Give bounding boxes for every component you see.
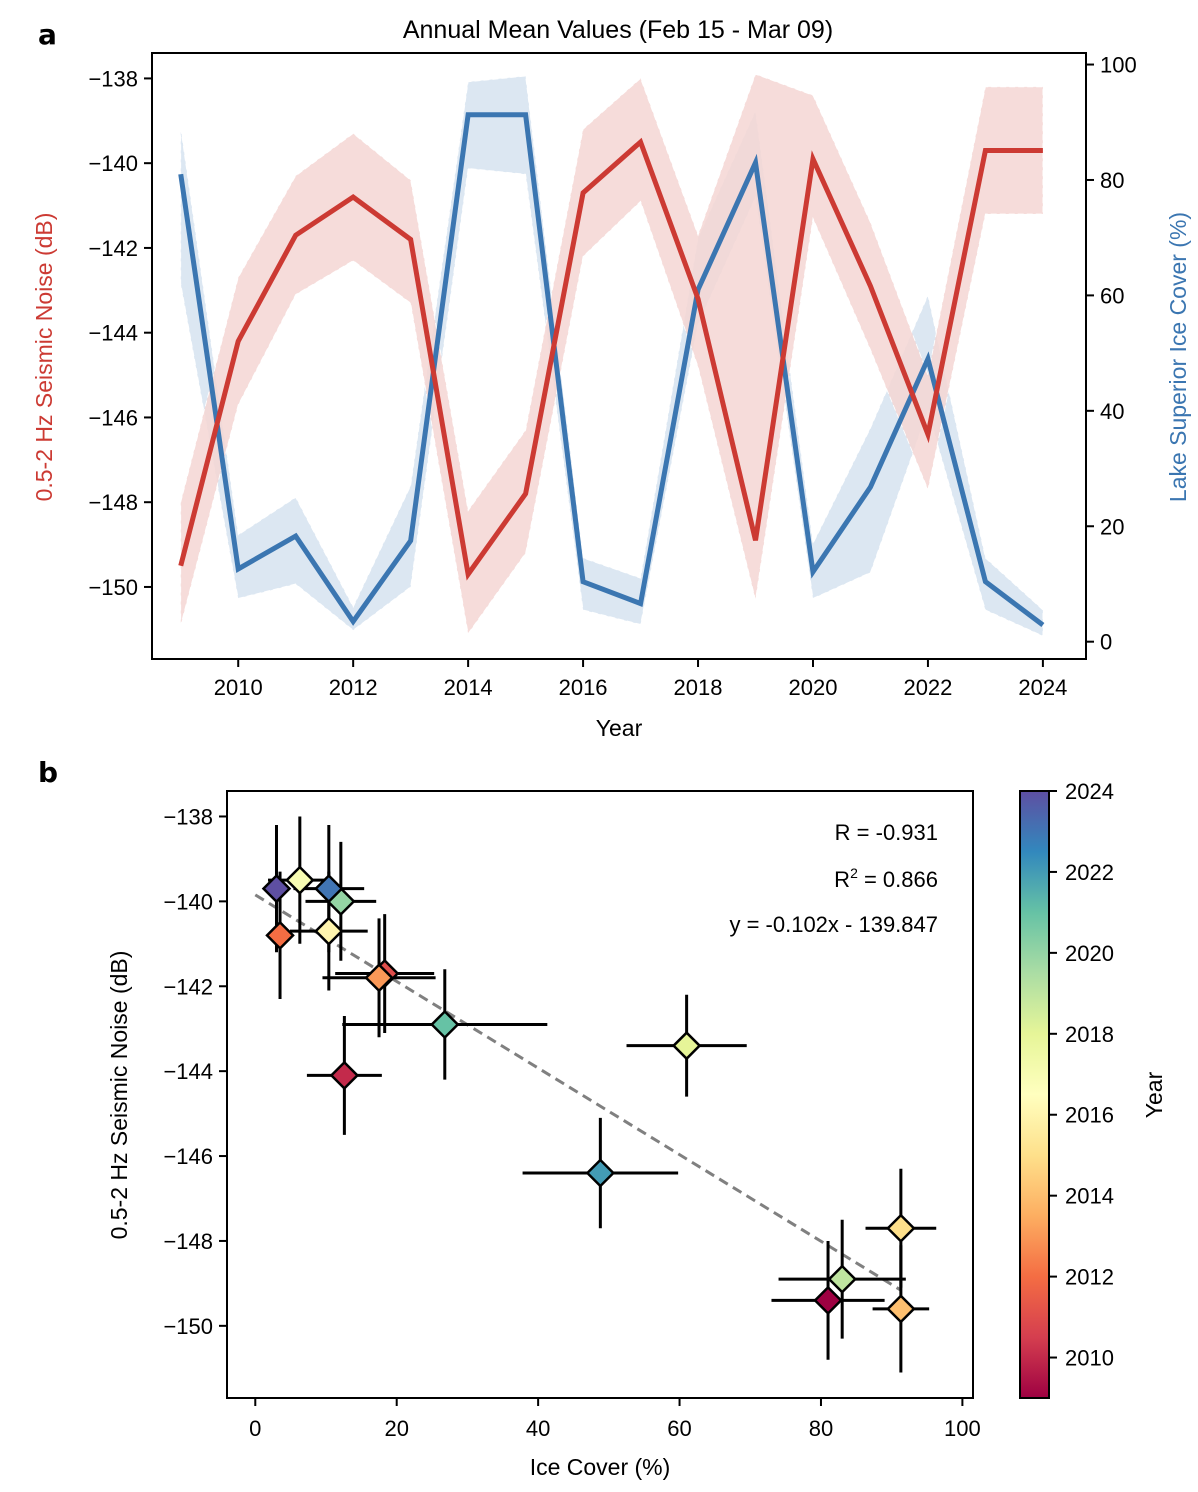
colorbar-label: Year xyxy=(1141,1071,1167,1118)
x-tick-label: 80 xyxy=(809,1416,833,1441)
colorbar-tick-label: 2016 xyxy=(1065,1103,1114,1128)
colorbar-tick-label: 2022 xyxy=(1065,860,1114,885)
y-tick-label: −142 xyxy=(88,236,138,261)
y-right-tick-label: 80 xyxy=(1100,168,1124,193)
regression-line xyxy=(254,893,902,1292)
y-axis-b: −138 −140 −142 −144 −146 −148 −150 xyxy=(163,804,227,1339)
line-ice-cover xyxy=(178,112,1045,627)
r2-superscript: 2 xyxy=(850,865,858,881)
y-right-tick-label: 0 xyxy=(1100,630,1112,655)
y-right-tick-label: 60 xyxy=(1100,283,1124,308)
point-2024 xyxy=(261,873,292,904)
plot-frame-b xyxy=(226,790,974,1399)
y-axis-label-b: 0.5-2 Hz Seismic Noise (dB) xyxy=(106,951,132,1240)
x-tick-label: 40 xyxy=(526,1416,550,1441)
point-2014 xyxy=(886,1294,916,1324)
y-tick-label: −140 xyxy=(163,889,213,914)
colorbar-axis: 2010 2012 2014 2016 2018 2020 2022 2024 xyxy=(1049,779,1114,1371)
x-axis-label-a: Year xyxy=(596,715,643,741)
y-tick-label: −142 xyxy=(163,974,213,999)
x-tick-label: 2016 xyxy=(559,675,608,700)
panel-a-letter: a xyxy=(38,18,57,51)
band-ice-cover xyxy=(180,75,1044,637)
point-2009 xyxy=(813,1285,843,1316)
y-tick-label: −148 xyxy=(88,490,138,515)
panel-b: b 0 20 40 60 80 100 −138−140−142−144−146−148−… xyxy=(38,756,1167,1480)
x-tick-label: 2012 xyxy=(329,675,378,700)
x-tick-label: 60 xyxy=(667,1416,691,1441)
point-2023 xyxy=(314,873,344,904)
point-2021 xyxy=(430,1009,460,1040)
colorbar xyxy=(1019,790,1050,1399)
x-tick-label: 2022 xyxy=(903,675,952,700)
equation-annotation: y = -0.102x - 139.847 xyxy=(729,912,938,937)
x-tick-label: 2024 xyxy=(1018,675,1067,700)
y-axis-left-a: −138 −140 −142 −144 −146 −148 −150 xyxy=(88,66,152,600)
x-tick-label: 0 xyxy=(249,1416,261,1441)
y-tick-label: −140 xyxy=(88,151,138,176)
point-2013 xyxy=(364,963,394,993)
y-tick-label: −138 xyxy=(88,66,138,91)
series-lines xyxy=(178,112,1045,627)
point-2017 xyxy=(285,865,315,895)
colorbar-tick-label: 2018 xyxy=(1065,1022,1114,1047)
point-2010 xyxy=(329,1060,360,1091)
y-right-tick-label: 40 xyxy=(1100,399,1124,424)
x-tick-label: 100 xyxy=(944,1416,981,1441)
point-2018 xyxy=(671,1030,702,1061)
confidence-bands xyxy=(180,73,1044,637)
y-tick-label: −146 xyxy=(163,1144,213,1169)
colorbar-tick-label: 2014 xyxy=(1065,1184,1114,1209)
point-2016 xyxy=(314,916,344,946)
x-tick-label: 2010 xyxy=(214,675,263,700)
y-axis-label-right-a: Lake Superior Ice Cover (%) xyxy=(1165,212,1191,502)
r2-value: = 0.866 xyxy=(858,867,938,892)
colorbar-tick-label: 2012 xyxy=(1065,1265,1114,1290)
fit-line xyxy=(254,893,902,1292)
colorbar-tick-label: 2020 xyxy=(1065,941,1114,966)
y-right-tick-label: 20 xyxy=(1100,514,1124,539)
r2-prefix: R xyxy=(834,867,850,892)
x-axis-label-b: Ice Cover (%) xyxy=(530,1454,671,1480)
colorbar-tick-label: 2024 xyxy=(1065,779,1114,804)
y-tick-label: −150 xyxy=(163,1314,213,1339)
point-2019 xyxy=(827,1264,857,1294)
panel-a: a Annual Mean Values (Feb 15 - Mar 09) 2… xyxy=(31,16,1191,741)
y-tick-label: −144 xyxy=(163,1059,213,1084)
x-axis-b: 0 20 40 60 80 100 xyxy=(249,1398,981,1441)
y-tick-label: −150 xyxy=(88,575,138,600)
y-right-tick-label: 100 xyxy=(1100,53,1137,78)
line-seismic-noise xyxy=(178,137,1043,581)
y-tick-label: −148 xyxy=(163,1229,213,1254)
x-tick-label: 2014 xyxy=(444,675,493,700)
r-value-annotation: R = -0.931 xyxy=(835,820,938,845)
x-axis-a: 2010 2012 2014 2016 2018 2020 2022 2024 xyxy=(214,659,1067,700)
point-2012 xyxy=(265,920,295,951)
point-2022 xyxy=(585,1158,616,1188)
x-tick-label: 2020 xyxy=(789,675,838,700)
r-squared-annotation: R2 = 0.866 xyxy=(834,865,938,892)
y-axis-label-left-a: 0.5-2 Hz Seismic Noise (dB) xyxy=(31,213,57,502)
colorbar-tick-label: 2010 xyxy=(1065,1346,1114,1371)
error-bars xyxy=(265,816,937,1373)
y-tick-label: −138 xyxy=(163,804,213,829)
plot-frame-a xyxy=(151,52,1087,660)
y-tick-label: −146 xyxy=(88,405,138,430)
x-tick-label: 2018 xyxy=(674,675,723,700)
point-2015 xyxy=(886,1213,916,1243)
y-tick-label: −144 xyxy=(88,321,138,346)
chart-title: Annual Mean Values (Feb 15 - Mar 09) xyxy=(403,16,833,44)
panel-b-letter: b xyxy=(38,756,58,789)
y-axis-right-a: 0 20 40 60 80 100 xyxy=(1086,53,1137,655)
x-tick-label: 20 xyxy=(384,1416,408,1441)
scatter-points xyxy=(261,865,916,1324)
